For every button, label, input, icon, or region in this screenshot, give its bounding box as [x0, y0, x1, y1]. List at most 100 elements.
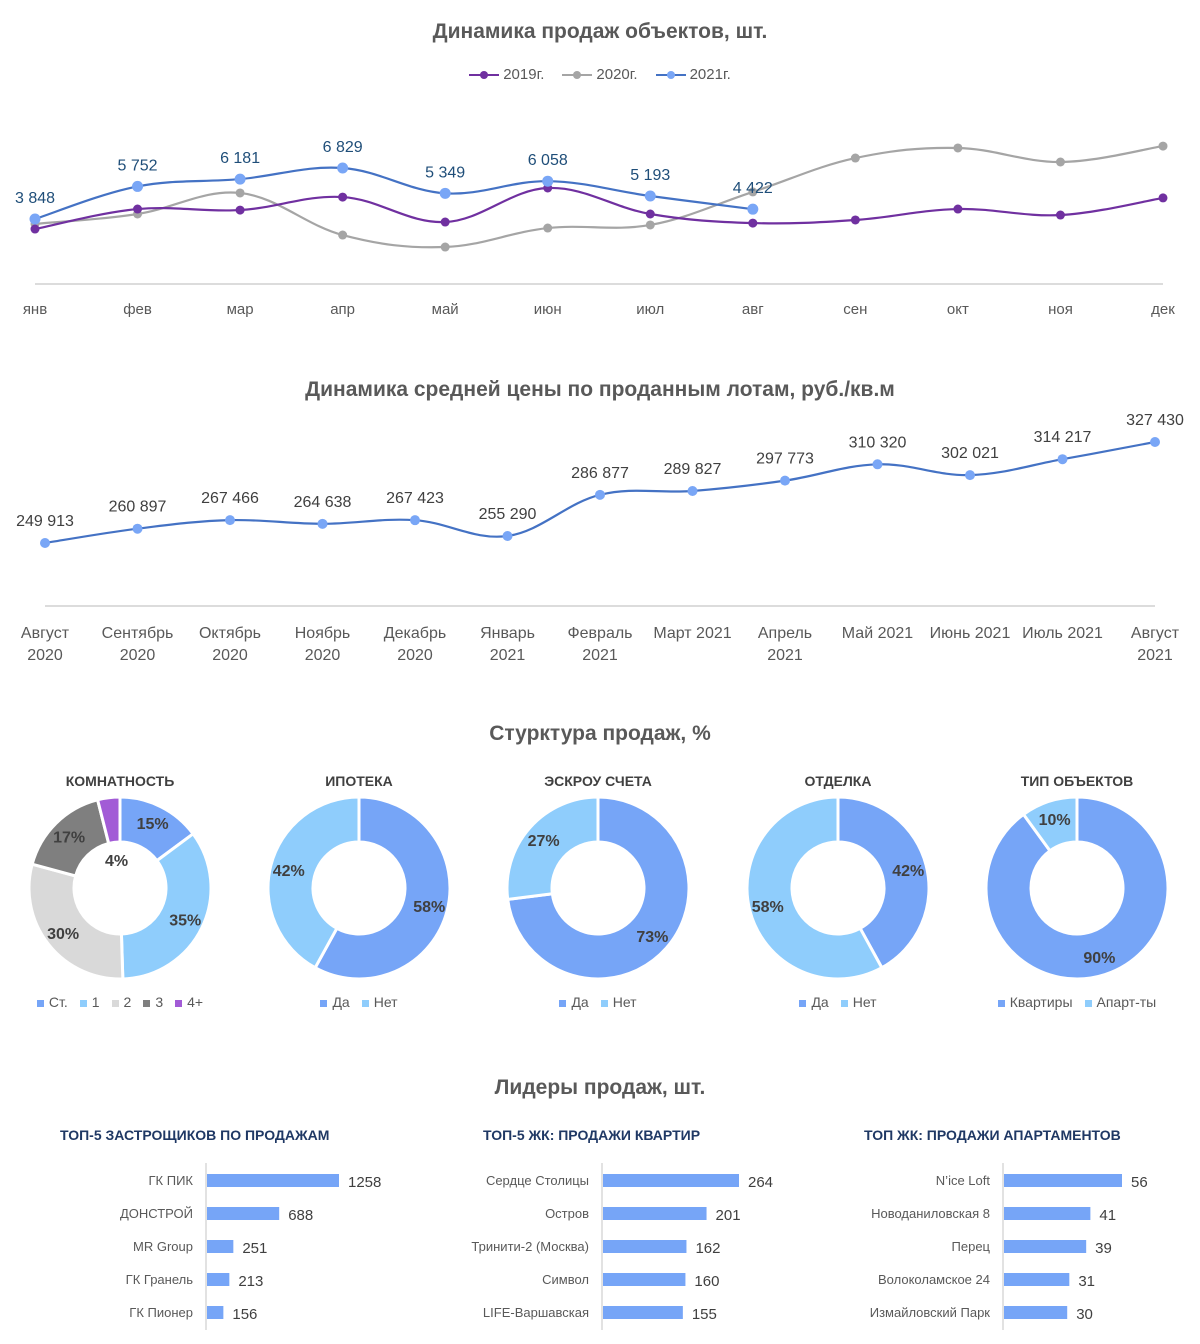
data-point: [30, 224, 40, 234]
legend-label: Да: [571, 994, 589, 1010]
legend-swatch-icon: [600, 999, 608, 1007]
data-point: [1158, 193, 1168, 203]
donut-chart-3: ЭСКРОУ СЧЕТА 73% 27% Да Нет: [483, 773, 713, 1010]
legend-swatch-icon: [111, 999, 119, 1007]
x-tick-label: фев: [123, 301, 152, 318]
legend-item: Да: [559, 994, 589, 1010]
bar-value-label: 213: [238, 1273, 263, 1290]
bar-category-label: ДОНСТРОЙ: [120, 1206, 193, 1221]
donut-title: ИПОТЕКА: [325, 773, 393, 789]
data-point: [337, 162, 349, 174]
bar-value-label: 156: [232, 1306, 257, 1323]
donut-slice: [984, 795, 1170, 981]
x-tick-label: 2020: [305, 647, 341, 664]
legend-item: Да: [320, 994, 350, 1010]
legend-label: 2021г.: [689, 66, 731, 83]
data-point: [645, 209, 655, 219]
bar-chart-2: Сердце Столицы 264 Остров 201 Тринити-2 (Мос…: [471, 1163, 773, 1330]
donut-title: КОМНАТНОСТЬ: [65, 773, 175, 789]
data-point: [1150, 437, 1160, 447]
donut-chart-5: ТИП ОБЪЕКТОВ 90% 10% Квартиры Апарт-ты: [962, 773, 1192, 1010]
data-label: 310 320: [849, 434, 907, 451]
data-label: 264 638: [294, 494, 352, 511]
data-point: [543, 223, 553, 233]
x-tick-label: июл: [636, 301, 664, 318]
x-tick-label: Ноябрь: [295, 625, 351, 642]
data-point: [644, 190, 656, 202]
donut-slice: [745, 795, 884, 981]
donut-svg: 42% 58%: [745, 795, 931, 981]
x-tick-label: 2021: [767, 647, 803, 664]
bar-value-label: 56: [1131, 1174, 1148, 1191]
bar-value-label: 162: [695, 1240, 720, 1257]
legend-item: 3: [143, 994, 163, 1010]
legend-item: 2020г.: [562, 66, 638, 83]
data-label: 5 193: [630, 167, 670, 184]
bar: [603, 1273, 686, 1286]
x-tick-label: дек: [1151, 301, 1175, 318]
donut-legend: Ст. 1 2 3 4+: [5, 994, 235, 1010]
x-tick-label: Декабрь: [384, 625, 446, 642]
donut-svg: 73% 27%: [505, 795, 691, 981]
legend-line-marker-icon: [469, 70, 500, 79]
x-tick-label: Май 2021: [842, 625, 913, 642]
bar-chart-1: ГК ПИК 1258 ДОНСТРОЙ 688 MR Group 251 ГК Гране…: [120, 1163, 381, 1330]
data-label: 5 349: [425, 164, 465, 181]
data-label: 6 181: [220, 150, 260, 167]
data-label: 3 848: [15, 190, 55, 207]
data-point: [502, 530, 513, 541]
data-point: [687, 485, 698, 496]
donut-data-label: 35%: [169, 913, 201, 930]
sales-dynamics-legend: 2019г. 2020г. 2021г.: [0, 66, 1200, 83]
donut-data-label: 42%: [892, 863, 924, 880]
bar-category-label: Волоколамское 24: [878, 1272, 990, 1287]
x-tick-label: Сентябрь: [102, 625, 174, 642]
legend-label: Да: [811, 994, 829, 1010]
data-point: [234, 173, 246, 185]
series-line: [34, 144, 1164, 249]
series-line: [34, 166, 753, 221]
legend-swatch-icon: [559, 999, 567, 1007]
x-tick-label: Август: [21, 625, 70, 642]
donut-slice: [1021, 795, 1079, 853]
bar: [603, 1240, 687, 1253]
donut-data-label: 10%: [1039, 812, 1071, 829]
legend-swatch-icon: [361, 999, 369, 1007]
data-label: 286 877: [571, 465, 629, 482]
legend-label: Нет: [852, 994, 877, 1010]
series-2021г.: 3 848 5 752 6 181 6 829 5 349 6 058 5 193 4 422: [15, 139, 773, 225]
bar: [1004, 1273, 1070, 1286]
x-tick-label: Октябрь: [199, 625, 261, 642]
data-point: [1057, 454, 1068, 465]
bar-category-label: Сердце Столицы: [486, 1173, 589, 1188]
bar-category-label: Тринити-2 (Москва): [471, 1239, 589, 1254]
legend-label: Нет: [373, 994, 398, 1010]
data-point: [1158, 141, 1168, 151]
legend-item: 1: [79, 994, 100, 1010]
data-point: [850, 215, 860, 225]
data-point: [338, 230, 348, 240]
donut-data-label: 4%: [105, 853, 128, 870]
legend-label: 4+: [187, 994, 204, 1010]
x-tick-label: сен: [843, 301, 867, 318]
bar-value-label: 160: [694, 1273, 719, 1290]
legend-label: 2019г.: [503, 66, 545, 83]
data-point: [965, 470, 975, 481]
bar-chart-title: ТОП ЖК: ПРОДАЖИ АПАРТАМЕНТОВ: [864, 1127, 1121, 1143]
legend-item: Нет: [600, 994, 637, 1010]
price-dynamics-title: Динамика средней цены по проданным лотам…: [305, 378, 895, 401]
bar-category-label: Перец: [952, 1239, 991, 1254]
data-point: [1055, 210, 1065, 220]
donut-slice: [95, 795, 122, 846]
x-tick-label: Июль 2021: [1022, 625, 1103, 642]
bar: [603, 1306, 683, 1319]
legend-line-marker-icon: [562, 70, 593, 79]
data-label: 297 773: [756, 451, 814, 468]
data-point: [133, 204, 143, 214]
legend-label: Квартиры: [1009, 994, 1073, 1010]
series-2019г.: [30, 183, 1168, 234]
data-point: [29, 213, 41, 225]
bar-value-label: 155: [692, 1306, 717, 1323]
series-line: [34, 186, 1164, 231]
x-tick-label: Апрель: [758, 625, 812, 642]
